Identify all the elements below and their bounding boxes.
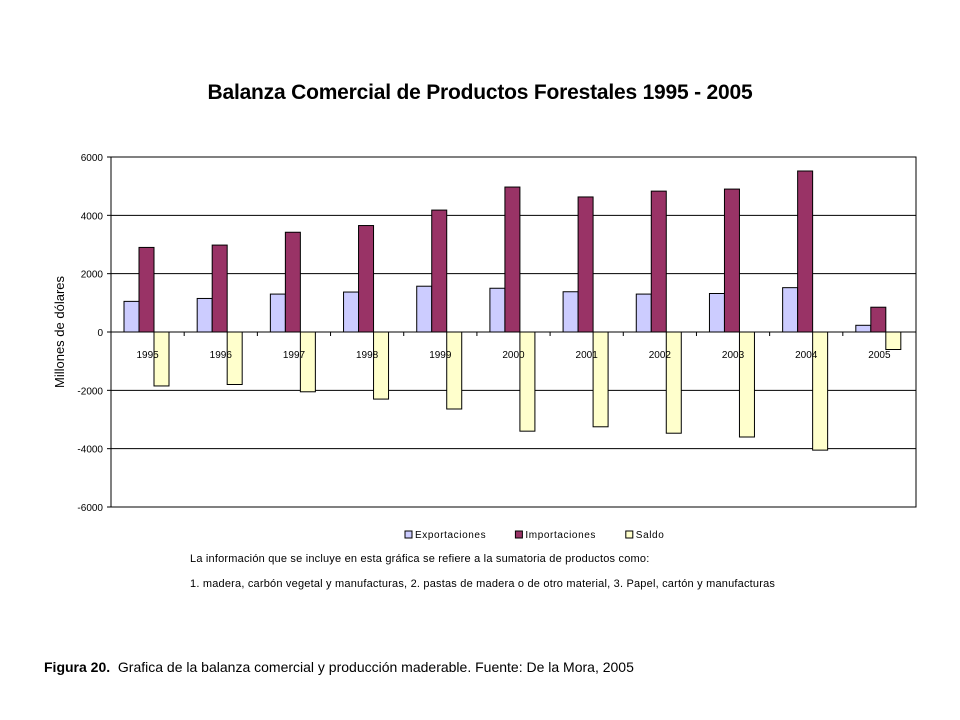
x-tick-label: 2003 xyxy=(722,350,745,361)
legend-swatch-exportaciones xyxy=(404,530,413,539)
y-tick-label: 2000 xyxy=(81,270,104,281)
bar-saldo-2005 xyxy=(885,331,902,350)
bar-importaciones-2001 xyxy=(577,196,594,333)
y-tick-label: 0 xyxy=(97,328,103,339)
y-tick-label: -2000 xyxy=(77,386,103,397)
x-tick-label: 1997 xyxy=(283,350,306,361)
bar-saldo-1997 xyxy=(299,331,316,393)
chart-note-line-2: 1. madera, carbón vegetal y manufacturas… xyxy=(190,578,776,590)
x-tick-label: 2000 xyxy=(502,350,525,361)
x-tick-label: 1995 xyxy=(136,350,159,361)
figure-caption-label: Figura 20. xyxy=(44,659,111,675)
bar-importaciones-1996 xyxy=(211,244,228,333)
x-tick-label: 1999 xyxy=(429,350,452,361)
y-tick-label: 4000 xyxy=(81,211,104,222)
x-tick-label: 1996 xyxy=(210,350,233,361)
y-axis-label: Millones de dólares xyxy=(52,276,67,389)
bar-exportaciones-2003 xyxy=(708,293,725,333)
bar-importaciones-1995 xyxy=(138,246,155,333)
bar-exportaciones-1995 xyxy=(123,300,140,333)
x-tick-label: 2004 xyxy=(795,350,818,361)
legend-swatch-saldo xyxy=(625,530,634,539)
figure-caption-text: Grafica de la balanza comercial y produc… xyxy=(117,659,634,675)
bar-exportaciones-2005 xyxy=(855,324,872,333)
bar-importaciones-2003 xyxy=(723,188,740,333)
bar-saldo-2002 xyxy=(665,331,682,434)
y-tick-label: 6000 xyxy=(81,153,104,164)
bar-exportaciones-1996 xyxy=(196,297,213,333)
x-tick-label: 2001 xyxy=(576,350,599,361)
figure-caption: Figura 20. Grafica de la balanza comerci… xyxy=(44,659,634,675)
chart-note-line-1: La información que se incluye en esta gr… xyxy=(190,553,650,565)
legend-label-exportaciones: Exportaciones xyxy=(415,530,486,541)
bar-exportaciones-2001 xyxy=(562,291,579,333)
bar-importaciones-1997 xyxy=(284,231,301,333)
bar-saldo-1999 xyxy=(446,331,463,410)
bar-exportaciones-1999 xyxy=(416,285,433,333)
bar-saldo-2003 xyxy=(738,331,755,438)
bar-importaciones-2005 xyxy=(870,306,887,333)
y-tick-label: -6000 xyxy=(77,503,103,514)
bar-exportaciones-1997 xyxy=(269,293,286,333)
bar-importaciones-2000 xyxy=(504,186,521,333)
legend-swatch-importaciones xyxy=(514,530,523,539)
bar-exportaciones-2000 xyxy=(489,287,506,333)
bar-saldo-2000 xyxy=(519,331,536,432)
bar-importaciones-1998 xyxy=(358,225,375,333)
bar-exportaciones-2002 xyxy=(635,293,652,333)
chart-title: Balanza Comercial de Productos Forestale… xyxy=(207,81,753,104)
bar-exportaciones-2004 xyxy=(782,287,799,333)
x-tick-label: 2002 xyxy=(649,350,672,361)
legend-label-saldo: Saldo xyxy=(636,530,665,541)
x-tick-label: 1998 xyxy=(356,350,379,361)
legend-label-importaciones: Importaciones xyxy=(525,530,596,541)
y-tick-label: -4000 xyxy=(77,445,103,456)
bar-saldo-2001 xyxy=(592,331,609,428)
bar-exportaciones-1998 xyxy=(343,291,360,333)
bar-saldo-1998 xyxy=(373,331,390,400)
bar-importaciones-2002 xyxy=(650,190,667,333)
bar-importaciones-1999 xyxy=(431,209,448,333)
bar-importaciones-2004 xyxy=(797,170,814,333)
x-tick-label: 2005 xyxy=(868,350,891,361)
